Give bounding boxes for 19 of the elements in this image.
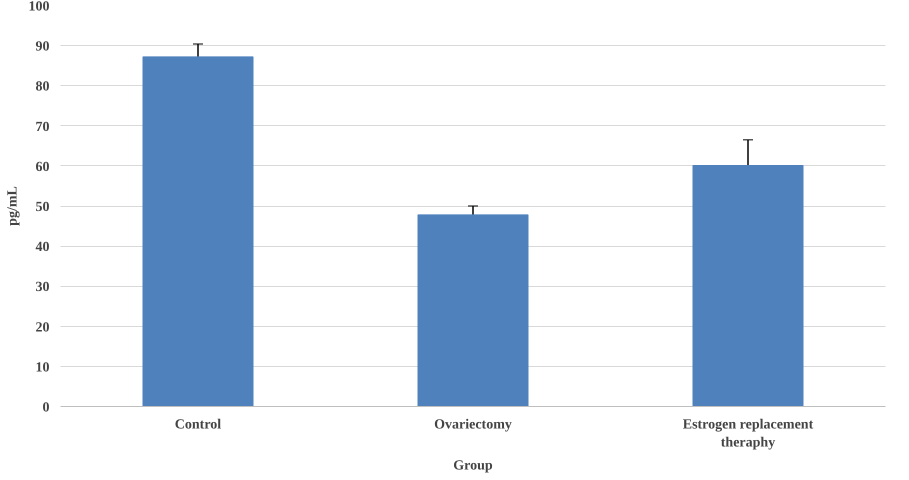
y-tick-label: 70 [36,120,50,135]
bar [418,214,528,406]
y-tick-label: 40 [36,240,50,256]
y-tick-label: 60 [36,160,50,175]
x-tick-label: Control [174,418,222,432]
x-axis-title: Group [453,458,493,474]
y-tick-label: 90 [36,40,50,55]
y-tick-label: 30 [36,280,50,296]
y-tick-label: 50 [36,200,50,215]
bar [692,165,804,406]
y-tick-label: 0 [42,400,50,416]
y-tick-label: 100 [28,0,50,14]
y-tick-label: 80 [36,80,50,95]
bar [142,56,254,406]
x-tick-label: Ovariectomy [434,418,512,432]
x-tick-label: Estrogen replacement theraphy [682,418,814,450]
y-axis-title: pg/mL [6,186,20,226]
y-tick-label: 20 [36,320,50,336]
y-tick-label: 10 [36,360,50,376]
